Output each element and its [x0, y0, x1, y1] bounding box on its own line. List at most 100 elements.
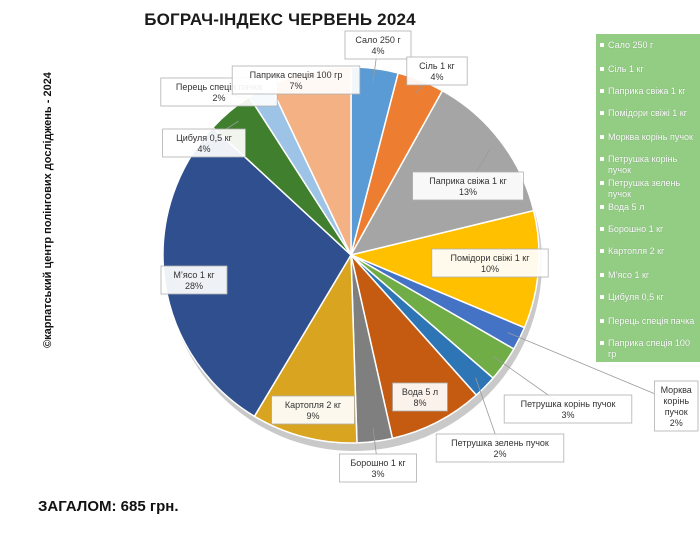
slice-label-percent: 4% — [430, 72, 443, 82]
slice-label-percent: 2% — [493, 449, 506, 459]
legend-marker — [600, 341, 604, 345]
legend: Сало 250 г Сіль 1 кг Паприка свіжа 1 кг Пом… — [596, 34, 700, 362]
legend-item: М’ясо 1 кг — [600, 270, 700, 281]
slice-label-percent: 8% — [413, 398, 426, 408]
slice-label-percent: 2% — [670, 418, 683, 428]
slice-label-text: Сало 250 г — [355, 35, 401, 45]
slice-label-text: Вода 5 л — [402, 387, 438, 397]
legend-item: Борошно 1 кг — [600, 224, 700, 235]
legend-item: Петрушка корінь пучок — [600, 154, 700, 176]
legend-label: Вода 5 л — [608, 202, 645, 212]
slice-label-percent: 3% — [371, 469, 384, 479]
legend-marker — [600, 295, 604, 299]
legend-item: Морква корінь пучок — [600, 132, 700, 143]
slice-label-text: Картопля 2 кг — [285, 400, 342, 410]
slice-label-box — [654, 380, 699, 432]
legend-label: Сало 250 г — [608, 40, 654, 50]
slice-label-percent: 13% — [459, 187, 477, 197]
slice-label-percent: 4% — [371, 46, 384, 56]
legend-marker — [600, 181, 604, 185]
slice-label-box — [431, 248, 549, 278]
slice-label-box — [271, 395, 355, 425]
slice-label-text: Петрушка зелень пучок — [451, 438, 549, 448]
legend-marker — [600, 249, 604, 253]
chart-title: БОГРАЧ-ІНДЕКС ЧЕРВЕНЬ 2024 — [144, 10, 416, 29]
slice-label-text: Паприка свіжа 1 кг — [429, 176, 507, 186]
legend-label: Цибуля 0,5 кг — [608, 292, 664, 302]
slice-label-box — [503, 394, 633, 424]
legend-item: Вода 5 л — [600, 202, 700, 213]
slice-label-percent: 28% — [185, 281, 203, 291]
slice-label: Картопля 2 кг9% — [271, 395, 355, 425]
legend-marker — [600, 43, 604, 47]
legend-item: Перець спеція пачка — [600, 316, 700, 327]
slice-label-box — [160, 265, 228, 295]
legend-label: Петрушка зелень пучок — [608, 178, 681, 199]
slice-label-text: Перець спеція пачка — [176, 82, 262, 92]
legend-label: Морква корінь пучок — [608, 132, 693, 142]
legend-item: Сіль 1 кг — [600, 64, 700, 75]
legend-label: Петрушка корінь пучок — [608, 154, 678, 175]
legend-item: Картопля 2 кг — [600, 246, 700, 257]
legend-marker — [600, 135, 604, 139]
slice-label-text: Борошно 1 кг — [350, 458, 406, 468]
legend-label: Картопля 2 кг — [608, 246, 665, 256]
legend-item: Помідори свіжі 1 кг — [600, 108, 700, 119]
legend-label: Перець спеція пачка — [608, 316, 695, 326]
slice-label-text: Паприка спеція 100 гр — [250, 70, 343, 80]
legend-marker — [600, 227, 604, 231]
slice-label-text: М’ясо 1 кг — [173, 270, 215, 280]
legend-item: Паприка свіжа 1 кг — [600, 86, 700, 97]
slice-label-percent: 9% — [306, 411, 319, 421]
slice-label-box — [162, 128, 246, 158]
legend-item: Цибуля 0,5 кг — [600, 292, 700, 303]
slice-label-text: Помідори свіжі 1 кг — [451, 253, 531, 263]
legend-marker — [600, 67, 604, 71]
legend-label: Борошно 1 кг — [608, 224, 664, 234]
slice-label: Борошно 1 кг3% — [338, 453, 417, 483]
total-label: ЗАГАЛОМ: 685 грн. — [38, 498, 179, 515]
slice-label: Сало 250 г4% — [344, 30, 412, 60]
legend-label: Паприка спеція 100 гр — [608, 338, 690, 359]
legend-marker — [600, 89, 604, 93]
legend-marker — [600, 157, 604, 161]
slice-label-percent: 7% — [289, 81, 302, 91]
legend-label: Паприка свіжа 1 кг — [608, 86, 686, 96]
legend-marker — [600, 273, 604, 277]
slice-label-box — [412, 171, 524, 201]
slice-label-text: пучок — [665, 407, 688, 417]
slice-label-box — [338, 453, 417, 483]
slice-label-text: Морква — [661, 385, 692, 395]
legend-marker — [600, 111, 604, 115]
slice-label-percent: 4% — [197, 144, 210, 154]
legend-label: Сіль 1 кг — [608, 64, 644, 74]
legend-marker — [600, 205, 604, 209]
slice-label-box — [406, 56, 468, 86]
slice-label: Цибуля 0,5 кг4% — [162, 128, 246, 158]
legend-label: Помідори свіжі 1 кг — [608, 108, 687, 118]
legend-label: М’ясо 1 кг — [608, 270, 650, 280]
slice-label-percent: 10% — [481, 264, 499, 274]
slice-label-text: Цибуля 0,5 кг — [176, 133, 233, 143]
slice-label-percent: 3% — [561, 410, 574, 420]
slice-label-text: корінь — [663, 396, 689, 406]
slice-label-box — [392, 382, 448, 412]
slice-label-box — [435, 433, 565, 463]
slice-label: Паприка спеція 100 гр7% — [231, 65, 361, 95]
legend-item: Петрушка зелень пучок — [600, 178, 700, 200]
slice-label: Сіль 1 кг4% — [406, 56, 468, 86]
slice-label: Вода 5 л8% — [392, 382, 448, 412]
legend-item: Сало 250 г — [600, 40, 700, 51]
slice-label-text: Петрушка корінь пучок — [521, 399, 616, 409]
slice-label-box — [231, 65, 361, 95]
slice-label-text: Сіль 1 кг — [419, 61, 455, 71]
slice-label-percent: 2% — [212, 93, 225, 103]
slice-label-box — [344, 30, 412, 60]
legend-item: Паприка спеція 100 гр — [600, 338, 700, 360]
